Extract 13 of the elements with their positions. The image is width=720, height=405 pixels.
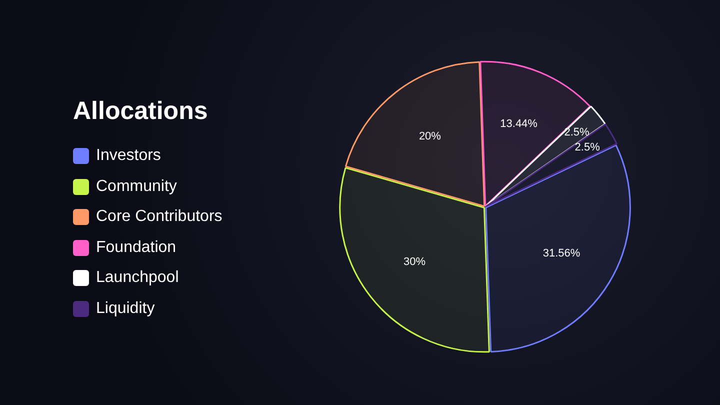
text: Allocations xyxy=(73,97,208,126)
data-label: 30% xyxy=(403,256,426,268)
legend-label: Foundation xyxy=(96,238,176,257)
legend-label: Core Contributors xyxy=(96,208,222,226)
legend-label: Liquidity xyxy=(96,300,155,318)
legend-label: Launchpool xyxy=(96,269,179,288)
data-label: 31.56% xyxy=(542,247,580,260)
data-label: 2.5% xyxy=(564,126,590,138)
data-label: 13.44% xyxy=(500,118,538,130)
data-label: 20% xyxy=(418,130,442,143)
data-label: 2.5% xyxy=(574,142,600,154)
legend-label: Investors xyxy=(96,147,161,166)
legend-label: Community xyxy=(96,178,177,196)
